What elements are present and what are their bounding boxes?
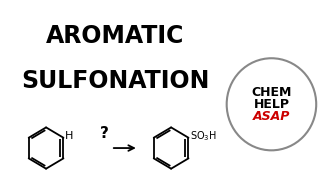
Text: ?: ?	[100, 126, 109, 141]
Text: AROMATIC: AROMATIC	[46, 24, 185, 48]
Text: HELP: HELP	[253, 98, 290, 111]
Text: ASAP: ASAP	[253, 110, 290, 123]
Text: H: H	[65, 131, 73, 141]
Text: SULFONATION: SULFONATION	[21, 69, 210, 93]
Text: SO$_3$H: SO$_3$H	[190, 129, 217, 143]
Text: CHEM: CHEM	[251, 86, 292, 99]
